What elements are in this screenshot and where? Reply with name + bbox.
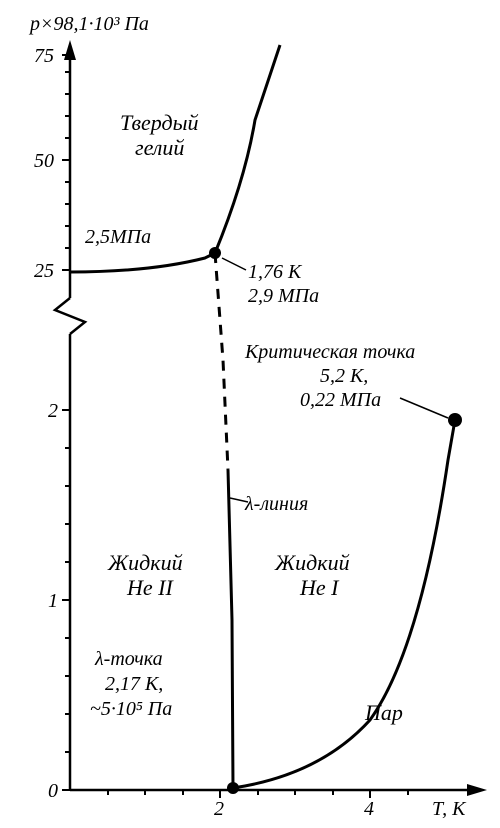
lambda-line-lower [228,470,233,788]
anno-tp-P2: 2,9 МПа [248,285,319,307]
phase-diagram: р×98,1·10³ Па 75 50 25 2 1 0 2 4 Т, К Тв… [0,0,500,828]
region-he2-l2: He II [126,575,174,600]
vaporization-curve [233,420,455,788]
anno-lambda-pt-l3: ~5·10⁵ Па [90,698,172,720]
anno-crit-T: 5,2 К, [320,365,368,387]
anno-crit-title: Критическая точка [244,341,415,363]
region-he1-l1: Жидкий [274,550,350,575]
anno-lambda-pt-l1: λ-точка [94,648,163,670]
ytick-1: 1 [48,590,58,612]
ytick-2: 2 [48,400,58,422]
anno-lambda-pt-l2: 2,17 К, [105,673,163,695]
x-axis-arrow [467,784,487,796]
anno-lambda-line: λ-линия [244,493,308,515]
ytick-75: 75 [34,45,54,67]
ytick-25: 25 [34,260,54,282]
region-solid-l1: Твердый [120,110,199,135]
ytick-50: 50 [34,150,54,172]
region-he1-l2: He I [299,575,340,600]
axis-break [55,298,85,334]
region-he2-l1: Жидкий [107,550,183,575]
xtick-4: 4 [364,798,374,820]
y-axis-arrow [64,40,76,60]
ytick-0: 0 [48,780,58,802]
y-axis-title: р×98,1·10³ Па [28,13,149,35]
region-vapor: Пар [364,700,403,725]
anno-tp-pressure: 2,5МПа [85,226,151,248]
anno-tp-T: 1,76 К [248,261,303,283]
lambda-line-upper [215,253,228,470]
anno-crit-P: 0,22 МПа [300,389,381,411]
xtick-2: 2 [214,798,224,820]
x-axis-label: Т, К [432,798,467,820]
region-solid-l2: гелий [135,135,184,160]
critical-point [448,413,462,427]
